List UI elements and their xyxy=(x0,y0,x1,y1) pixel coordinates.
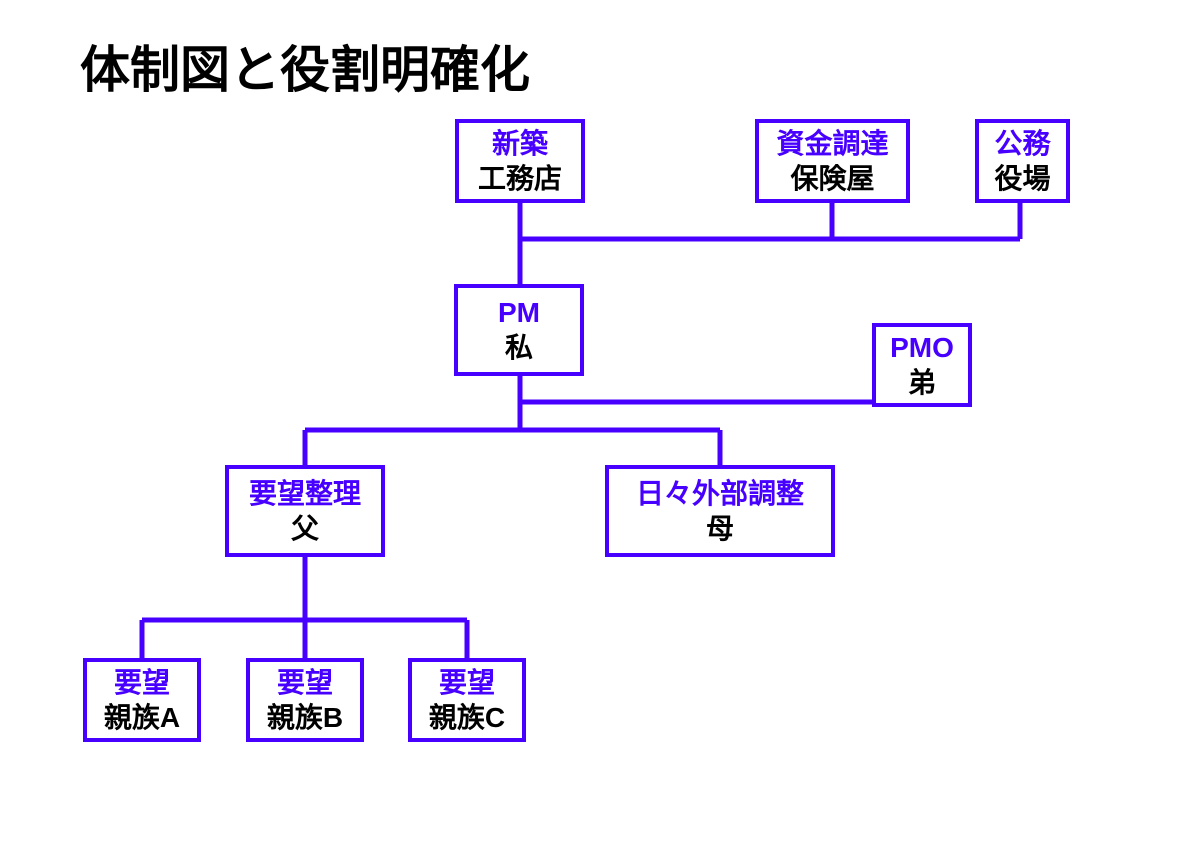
org-node-person: 親族A xyxy=(104,700,180,735)
org-node-role: 要望整理 xyxy=(249,476,361,511)
org-node-role: 日々外部調整 xyxy=(636,476,804,511)
org-node-person: 母 xyxy=(706,511,734,546)
org-node-n_b: 要望親族B xyxy=(246,658,364,742)
org-node-role: 要望 xyxy=(277,665,333,700)
org-node-role: 新築 xyxy=(492,126,548,161)
org-node-role: PM xyxy=(498,295,540,330)
org-node-n_koumuten: 新築工務店 xyxy=(455,119,585,203)
org-node-n_pmo: PMO弟 xyxy=(872,323,972,407)
org-node-person: 弟 xyxy=(908,365,936,400)
org-node-role: PMO xyxy=(890,330,954,365)
org-node-person: 役場 xyxy=(994,161,1050,196)
org-node-n_yakuba: 公務役場 xyxy=(975,119,1070,203)
org-node-role: 要望 xyxy=(114,665,170,700)
org-node-person: 保険屋 xyxy=(790,161,874,196)
org-node-person: 父 xyxy=(291,511,319,546)
org-node-person: 私 xyxy=(505,330,533,365)
org-node-person: 工務店 xyxy=(478,161,562,196)
org-node-role: 要望 xyxy=(439,665,495,700)
org-node-person: 親族C xyxy=(429,700,505,735)
org-node-n_pm: PM私 xyxy=(454,284,584,376)
org-node-role: 公務 xyxy=(994,126,1050,161)
org-node-person: 親族B xyxy=(267,700,343,735)
org-node-role: 資金調達 xyxy=(776,126,888,161)
org-node-n_father: 要望整理父 xyxy=(225,465,385,557)
org-node-n_hoken: 資金調達保険屋 xyxy=(755,119,910,203)
org-node-n_a: 要望親族A xyxy=(83,658,201,742)
org-node-n_mother: 日々外部調整母 xyxy=(605,465,835,557)
org-node-n_c: 要望親族C xyxy=(408,658,526,742)
